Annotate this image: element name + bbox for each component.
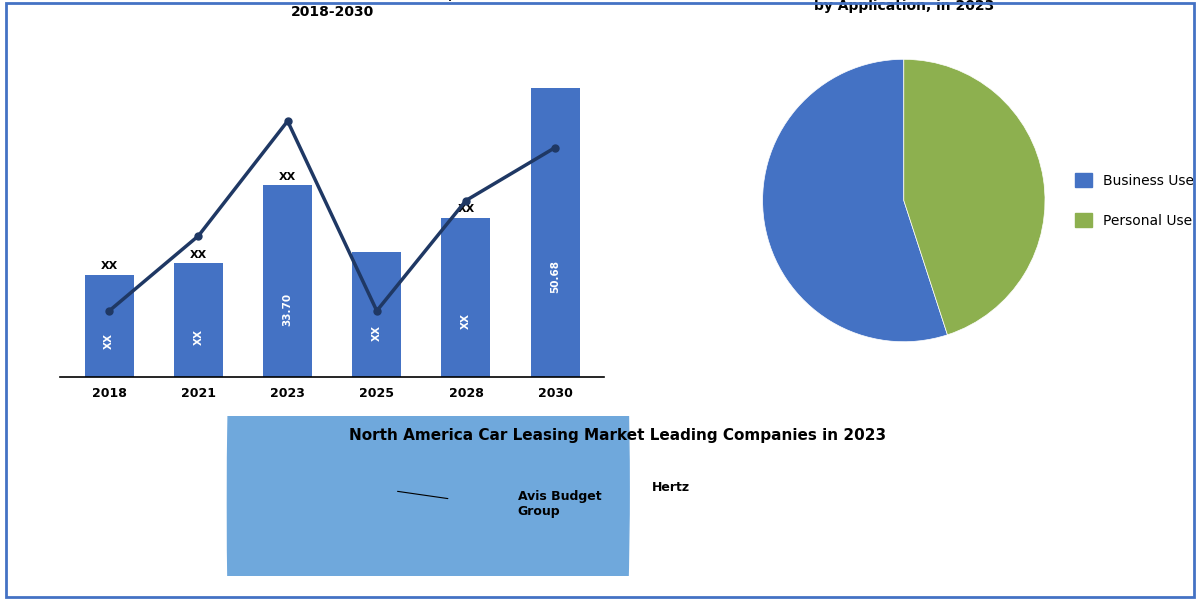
Legend: Business Use, Personal Use: Business Use, Personal Use: [1069, 167, 1200, 233]
Wedge shape: [904, 59, 1045, 335]
Bar: [530, 88, 580, 377]
Title: North America Car Leasing
Market Revenue in USD Billion,
2018-2030: North America Car Leasing Market Revenue…: [210, 0, 454, 19]
Text: XX: XX: [461, 313, 470, 329]
Title: North America Car Leasing Market Share
by Application, in 2023: North America Car Leasing Market Share b…: [744, 0, 1064, 13]
Text: XX: XX: [372, 325, 382, 341]
Ellipse shape: [473, 0, 629, 600]
Wedge shape: [762, 59, 948, 342]
Text: XX: XX: [193, 329, 204, 345]
Text: XX: XX: [457, 204, 474, 214]
Bar: [263, 185, 312, 377]
Text: XX: XX: [190, 250, 208, 260]
Text: Avis Budget
Group: Avis Budget Group: [517, 490, 601, 518]
Text: XX: XX: [278, 172, 296, 182]
Ellipse shape: [228, 0, 496, 600]
Bar: [174, 263, 223, 377]
Text: 50.68: 50.68: [550, 260, 560, 293]
Bar: [85, 275, 133, 377]
Legend: Market Size, Y-O-Y: Market Size, Y-O-Y: [241, 412, 424, 434]
Text: Hertz: Hertz: [652, 481, 690, 494]
Bar: [442, 218, 491, 377]
Text: XX: XX: [101, 261, 118, 271]
Text: 33.70: 33.70: [283, 293, 293, 326]
Text: XX: XX: [104, 333, 114, 349]
Bar: [353, 252, 401, 377]
Text: North America Car Leasing Market Leading Companies in 2023: North America Car Leasing Market Leading…: [349, 428, 887, 443]
